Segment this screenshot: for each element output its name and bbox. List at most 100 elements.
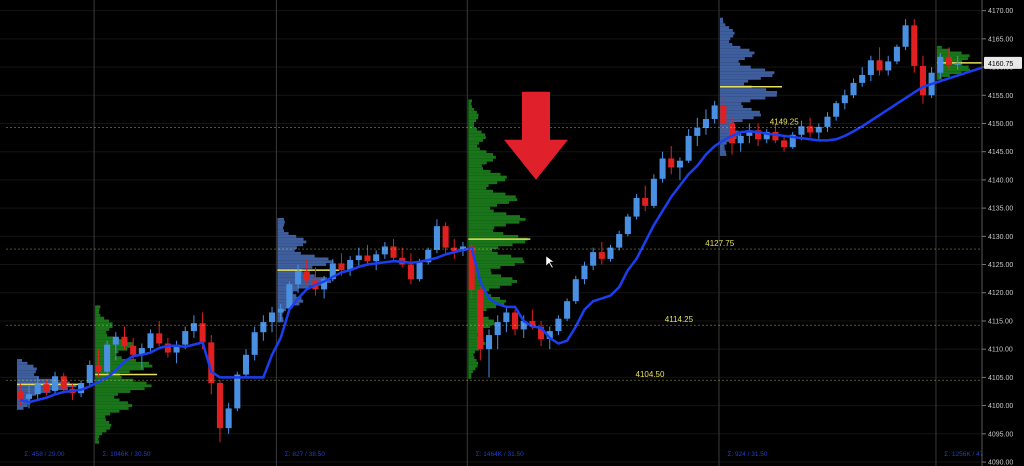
volume-profile-bar	[468, 113, 479, 117]
volume-profile-bar	[719, 74, 773, 77]
volume-profile-bar	[468, 184, 489, 187]
volume-profile-bar	[468, 347, 480, 351]
candle-body	[841, 95, 848, 104]
volume-profile-bar	[468, 220, 520, 224]
volume-profile-bar	[468, 161, 487, 165]
volume-profile-bar	[468, 373, 472, 376]
volume-profile-bar	[719, 99, 751, 103]
volume-profile-bar	[468, 249, 492, 252]
session-label: Σ: 1256K / 47.00	[944, 451, 992, 458]
candle-body	[364, 255, 371, 262]
red-arrow-icon	[504, 91, 568, 180]
volume-profile-bar	[719, 144, 725, 148]
candle-body	[373, 254, 380, 262]
y-tick-label: 4100.00	[988, 403, 1013, 410]
candle-body	[416, 262, 423, 280]
volume-profile-bar	[95, 412, 111, 416]
candle-body	[477, 289, 484, 350]
volume-profile-bar	[468, 268, 491, 272]
volume-profile-bar	[468, 167, 483, 171]
volume-profile-bar	[95, 330, 107, 334]
volume-profile-bar	[719, 93, 777, 97]
volume-profile-bar	[719, 17, 723, 21]
y-tick-label: 4090.00	[988, 460, 1013, 466]
y-tick-label: 4120.00	[988, 290, 1013, 297]
candle-body	[937, 56, 944, 73]
volume-profile-bar	[719, 102, 742, 106]
volume-profile-bar	[719, 71, 775, 75]
candle-body	[737, 135, 744, 144]
candle-body	[104, 344, 111, 372]
volume-profile-bar	[468, 260, 525, 264]
candle-body	[321, 279, 328, 290]
volume-profile-bar	[719, 119, 743, 123]
volume-profile-bar	[719, 28, 733, 32]
volume-profile-bar	[719, 107, 752, 111]
volume-profile-bar	[468, 119, 477, 123]
volume-profile-bar	[95, 328, 110, 331]
volume-profile-bar	[719, 76, 761, 80]
candle-body	[598, 252, 605, 259]
volume-profile-bar	[277, 217, 285, 221]
volume-profile-bar	[17, 395, 31, 399]
volume-profile-bar	[95, 423, 112, 427]
volume-profile-bar	[719, 51, 755, 55]
volume-profile-bar	[719, 60, 739, 63]
y-tick-label: 4105.00	[988, 375, 1013, 382]
volume-profile-bar	[468, 186, 487, 190]
volume-profile-bar	[719, 153, 727, 156]
volume-profile-bar	[468, 367, 476, 371]
session-label: Σ: 458 / 29.00	[24, 451, 65, 458]
volume-profile-bar	[468, 217, 526, 221]
candle-body	[485, 335, 493, 350]
volume-profile-bar	[719, 127, 735, 131]
candle-body	[702, 118, 710, 128]
volume-profile-bar	[95, 387, 145, 391]
candle-body	[407, 264, 414, 280]
vwap-line	[20, 65, 985, 404]
volume-profile-bar	[277, 260, 334, 264]
candle-body	[885, 61, 892, 71]
volume-profile-bar	[719, 124, 732, 128]
candle-body	[329, 263, 336, 280]
volume-profile-bar	[95, 381, 147, 385]
volume-profile-bar	[468, 130, 482, 134]
candle-body	[43, 384, 50, 391]
volume-profile-bar	[468, 155, 496, 159]
volume-profile-bar	[468, 302, 505, 306]
volume-profile-bar	[277, 305, 293, 309]
volume-profile-bar	[468, 144, 478, 148]
candle-body	[911, 25, 918, 66]
volume-profile-bar	[95, 322, 113, 326]
volume-profile-bar	[468, 226, 495, 230]
candle-body	[867, 60, 874, 75]
volume-profile-bar	[95, 305, 101, 309]
volume-profile-bar	[95, 347, 128, 351]
volume-profile-bar	[468, 280, 518, 283]
volume-profile-bar	[468, 296, 501, 300]
candle-body	[130, 345, 137, 355]
volume-profile-bar	[95, 401, 128, 405]
volume-profile-bar	[468, 102, 472, 106]
candle-body	[685, 135, 692, 161]
volume-profile-bar	[468, 232, 504, 235]
volume-profile-bar	[277, 265, 313, 269]
volume-profile-bar	[468, 342, 486, 345]
price-annotation: 4114.25	[665, 315, 694, 324]
volume-profile-bar	[468, 234, 519, 238]
volume-profile-bar	[17, 404, 28, 407]
session-label: Σ: 924 / 31.50	[727, 451, 768, 458]
volume-profile-bar	[936, 68, 970, 72]
volume-profile-bar	[719, 68, 766, 72]
candle-body	[893, 46, 900, 62]
volume-profile-bar	[468, 164, 482, 168]
volume-profile-bar	[468, 136, 486, 139]
candle-body	[607, 247, 614, 259]
candle-body	[954, 62, 961, 65]
volume-profile-bar	[95, 426, 111, 430]
volume-profile-bar	[95, 336, 114, 340]
candle-body	[52, 376, 59, 391]
volume-profile-bar	[95, 435, 100, 439]
